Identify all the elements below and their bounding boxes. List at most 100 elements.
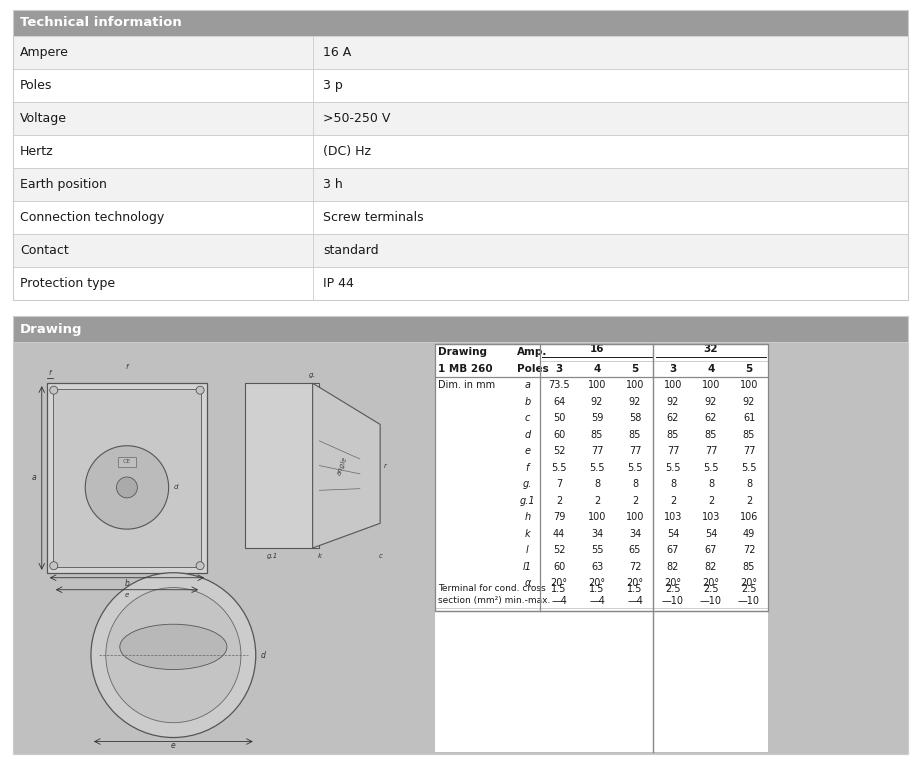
- Text: 67: 67: [705, 546, 717, 555]
- Text: Connection technology: Connection technology: [20, 211, 164, 224]
- Text: 63: 63: [591, 562, 603, 572]
- Text: —4: —4: [627, 596, 643, 606]
- Bar: [13, 316, 908, 342]
- Text: 59: 59: [590, 413, 603, 423]
- Text: 85: 85: [743, 430, 755, 440]
- Text: 4: 4: [707, 363, 715, 373]
- Text: standard: standard: [323, 244, 379, 257]
- Text: 20°: 20°: [664, 578, 682, 588]
- Text: CE: CE: [122, 459, 131, 464]
- Text: (DC) Hz: (DC) Hz: [323, 145, 371, 158]
- Text: g.: g.: [523, 479, 532, 489]
- Text: 100: 100: [625, 512, 644, 522]
- Text: 2: 2: [708, 496, 714, 506]
- Text: —10: —10: [738, 596, 760, 606]
- Text: 64: 64: [553, 397, 565, 407]
- Text: 5.5: 5.5: [704, 463, 718, 472]
- Bar: [13, 168, 908, 201]
- Text: Contact: Contact: [20, 244, 69, 257]
- Text: 61: 61: [743, 413, 755, 423]
- Text: 92: 92: [590, 397, 603, 407]
- Text: 1.5: 1.5: [627, 584, 643, 594]
- Text: 2.5: 2.5: [741, 584, 757, 594]
- Circle shape: [106, 588, 241, 722]
- Text: 20°: 20°: [703, 578, 719, 588]
- Bar: [13, 201, 908, 234]
- Text: Drawing: Drawing: [438, 347, 487, 357]
- Text: 77: 77: [590, 447, 603, 456]
- Text: d: d: [261, 651, 265, 660]
- Text: Poles: Poles: [517, 363, 549, 373]
- Text: 7: 7: [556, 479, 562, 489]
- Text: 1.5: 1.5: [552, 584, 566, 594]
- Text: IP 44: IP 44: [323, 277, 354, 290]
- Text: 73.5: 73.5: [548, 380, 570, 390]
- Text: Hertz: Hertz: [20, 145, 53, 158]
- Text: 20°: 20°: [626, 578, 644, 588]
- Text: —4: —4: [551, 596, 567, 606]
- Text: l: l: [526, 546, 529, 555]
- Text: g.1: g.1: [266, 553, 278, 559]
- Text: Ampere: Ampere: [20, 46, 69, 59]
- Text: 5.5: 5.5: [627, 463, 643, 472]
- Text: 85: 85: [667, 430, 679, 440]
- Text: >50-250 V: >50-250 V: [323, 112, 391, 125]
- Text: 8: 8: [632, 479, 638, 489]
- Text: Terminal for cond. cross: Terminal for cond. cross: [438, 584, 545, 594]
- Text: 2: 2: [670, 496, 676, 506]
- Text: 5.5: 5.5: [589, 463, 605, 472]
- Text: 4: 4: [593, 363, 600, 373]
- Bar: [13, 267, 908, 300]
- Text: 100: 100: [664, 380, 682, 390]
- Text: k: k: [525, 529, 530, 539]
- Text: 1.5: 1.5: [589, 584, 605, 594]
- Text: Earth position: Earth position: [20, 178, 107, 191]
- Bar: [13, 36, 908, 69]
- Text: g.: g.: [309, 372, 316, 378]
- Text: Amp.: Amp.: [517, 347, 547, 357]
- Polygon shape: [312, 383, 380, 548]
- Text: 54: 54: [705, 529, 717, 539]
- Text: 16: 16: [589, 344, 604, 354]
- Text: 16 A: 16 A: [323, 46, 351, 59]
- Bar: [52, 389, 201, 567]
- Text: 85: 85: [705, 430, 717, 440]
- Text: 103: 103: [702, 512, 720, 522]
- Text: 2.5: 2.5: [704, 584, 718, 594]
- Text: b: b: [524, 397, 530, 407]
- Text: 58: 58: [629, 413, 641, 423]
- Text: 100: 100: [588, 380, 606, 390]
- Bar: [13, 10, 908, 36]
- Text: 100: 100: [625, 380, 644, 390]
- Text: 106: 106: [740, 512, 758, 522]
- Text: 5.5: 5.5: [552, 463, 566, 472]
- Text: 103: 103: [664, 512, 682, 522]
- Text: e: e: [524, 447, 530, 456]
- Text: d: d: [524, 430, 530, 440]
- Ellipse shape: [120, 624, 227, 670]
- Text: 8: 8: [708, 479, 714, 489]
- Text: 100: 100: [588, 512, 606, 522]
- Text: 100: 100: [740, 380, 758, 390]
- Text: angle: angle: [336, 456, 348, 475]
- Text: c: c: [379, 553, 382, 559]
- Text: 34: 34: [591, 529, 603, 539]
- Circle shape: [50, 386, 58, 394]
- Text: —4: —4: [589, 596, 605, 606]
- Bar: [13, 316, 908, 754]
- Text: 50: 50: [553, 413, 565, 423]
- Text: l1: l1: [523, 562, 532, 572]
- Bar: [13, 135, 908, 168]
- Text: Technical information: Technical information: [20, 17, 181, 30]
- Text: e: e: [171, 741, 176, 750]
- Text: 77: 77: [629, 447, 641, 456]
- Text: k: k: [318, 553, 321, 559]
- Text: f: f: [526, 463, 530, 472]
- Text: 5: 5: [632, 363, 638, 373]
- Text: Poles: Poles: [20, 79, 52, 92]
- Text: 5.5: 5.5: [741, 463, 757, 472]
- Text: g.1: g.1: [519, 496, 535, 506]
- Text: h: h: [524, 512, 530, 522]
- Circle shape: [196, 562, 204, 570]
- Bar: [13, 234, 908, 267]
